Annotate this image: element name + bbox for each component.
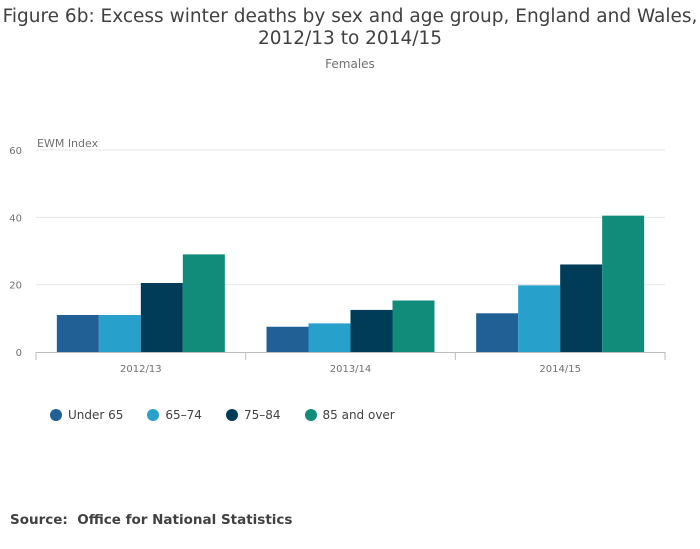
bar[interactable] (602, 215, 645, 352)
legend-item[interactable]: Under 65 (50, 408, 123, 422)
chart-subtitle: Females (325, 57, 375, 71)
legend-item[interactable]: 65–74 (147, 408, 202, 422)
legend-swatch (50, 409, 62, 421)
bar[interactable] (266, 326, 309, 352)
legend-swatch (147, 409, 160, 421)
legend-swatch (304, 409, 317, 421)
y-tick-label: 0 (16, 348, 22, 359)
legend-swatch (225, 409, 238, 421)
legend-label: 65–74 (165, 408, 202, 422)
source-note: Source: Office for National Statistics (10, 512, 292, 528)
source-spacer (68, 512, 77, 528)
bar[interactable] (560, 264, 603, 352)
legend-label: 85 and over (322, 408, 395, 422)
source-text: Office for National Statistics (77, 512, 293, 528)
bar[interactable] (56, 314, 99, 352)
legend-label: 75–84 (243, 408, 281, 422)
y-axis-label: EWM Index (37, 137, 99, 150)
bar[interactable] (140, 282, 183, 352)
bar-chart: EWM Index 0 20 40 60 2012/13 2013/14 2014/15 (9, 137, 666, 375)
bar[interactable] (392, 300, 435, 352)
legend-item[interactable]: 85 and over (304, 408, 395, 422)
source-label: Source: (10, 512, 68, 528)
bar[interactable] (476, 313, 519, 352)
x-tick-label: 2014/15 (539, 364, 581, 375)
chart-title: Figure 6b: Excess winter deaths by sex a… (0, 6, 700, 50)
x-tick-label: 2013/14 (330, 364, 372, 375)
bar[interactable] (98, 314, 141, 352)
y-tick-label: 40 (9, 213, 22, 224)
bar[interactable] (182, 254, 225, 352)
chart-legend: Under 65 65–74 75–84 85 and over (50, 408, 395, 422)
legend-item[interactable]: 75–84 (225, 408, 281, 422)
chart-title-line-2: 2012/13 to 2014/15 (257, 28, 443, 49)
legend-label: Under 65 (68, 408, 124, 422)
bar[interactable] (308, 323, 351, 352)
y-tick-label: 20 (9, 281, 22, 292)
bar[interactable] (350, 309, 393, 352)
chart-title-line-1: Figure 6b: Excess winter deaths by sex a… (2, 6, 698, 27)
x-tick-label: 2012/13 (120, 364, 162, 375)
y-tick-label: 60 (9, 146, 22, 157)
bar[interactable] (518, 285, 561, 352)
